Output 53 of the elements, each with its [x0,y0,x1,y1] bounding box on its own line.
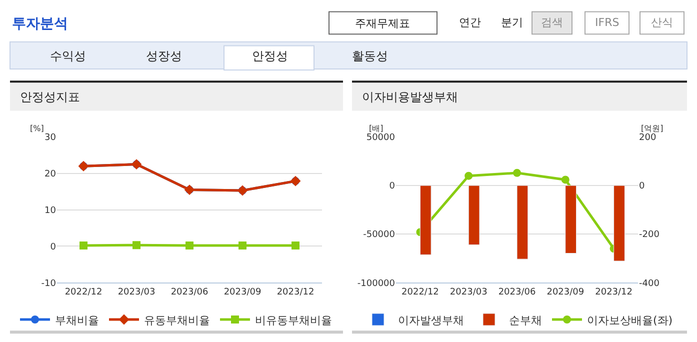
legend-label: 순부채 [509,314,542,327]
x-tick-label: 2023/12 [595,287,632,298]
point [132,241,140,250]
text: 주재무제표 [355,17,410,30]
point [80,241,88,250]
point [238,241,246,250]
legend-label: 유동부채비율 [144,314,210,327]
legend-label: 부채비율 [55,314,99,327]
legend-label: 비유동부채비율 [255,314,332,327]
y-axis-title: [%] [30,124,44,133]
y-tick-label: 0 [389,182,396,192]
chart-title: 안정성지표 [20,90,80,104]
y2-tick-label: 200 [639,133,656,144]
text: 연간 [459,16,481,29]
y-tick-label: -100000 [357,278,396,289]
text: 검색 [541,16,563,29]
x-tick-label: 2023/03 [450,287,488,298]
y-tick-label: -10 [41,278,56,289]
text: 활동성 [352,49,388,63]
y2-tick-label: -400 [639,278,660,289]
y2-axis-title: [억원] [641,124,664,133]
y-tick-label: 30 [44,133,56,144]
text: 분기 [501,16,523,29]
x-tick-label: 2023/06 [498,287,536,298]
x-tick-label: 2022/12 [402,287,439,298]
x-tick-label: 2023/06 [170,287,208,298]
x-tick-label: 2023/09 [546,287,584,298]
y2-tick-label: 0 [639,182,645,192]
text: 수익성 [50,49,86,63]
x-tick-label: 2023/12 [276,287,314,298]
y-tick-label: -50000 [363,230,396,240]
x-tick-label: 2023/09 [224,287,262,298]
legend-label: 이자보상배율(좌) [587,314,673,327]
legend-label: 이자발생부채 [398,314,464,327]
text: 성장성 [146,49,182,63]
y-tick-label: 10 [44,206,56,216]
text: 투자분석 [12,16,68,32]
text: 안정성 [252,49,288,63]
y-tick-label: 0 [50,242,56,252]
chart-title: 이자비용발생부채 [362,90,458,104]
text: IFRS [595,16,620,29]
y-tick-label: 20 [44,170,56,180]
x-tick-label: 2023/03 [118,287,156,298]
x-tick-label: 2022/12 [64,287,102,298]
y-axis-title: [배] [369,124,384,133]
point [561,176,570,184]
point [513,168,521,177]
y-tick-label: 50000 [366,133,396,144]
y2-tick-label: -200 [639,230,660,240]
point [464,172,473,180]
point [292,241,300,250]
point [186,241,194,250]
text: 산식 [651,16,673,29]
